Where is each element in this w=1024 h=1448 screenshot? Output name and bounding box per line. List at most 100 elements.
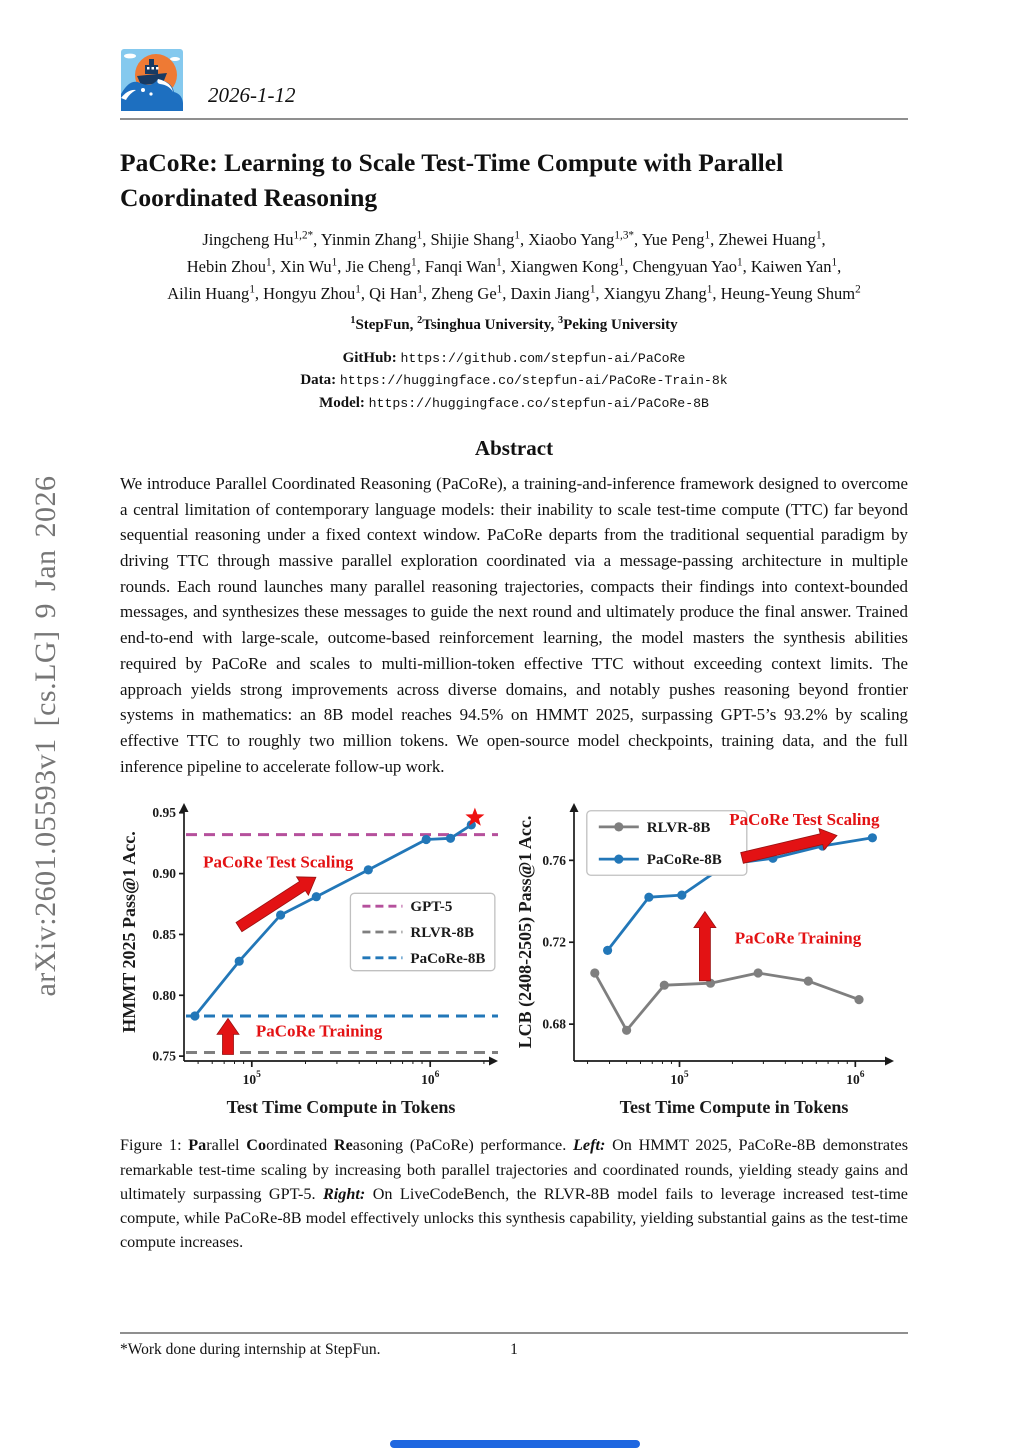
abstract-heading: Abstract — [474, 436, 554, 460]
author-name: Heung-Yeung Shum — [720, 283, 856, 303]
annotation-text: PaCoRe Test Scaling — [203, 853, 354, 872]
author-list: Jingcheng Hu1,2*, Yinmin Zhang1, Shijie … — [120, 227, 908, 307]
stepfun-ship-wave-logo — [121, 49, 183, 111]
caption-segment: Figure 1: — [120, 1136, 189, 1155]
svg-text:0.76: 0.76 — [542, 853, 566, 868]
series-pacore-8b-test-scaling — [190, 820, 476, 1021]
link-label: Data: — [300, 372, 340, 388]
svg-text:0.72: 0.72 — [542, 935, 566, 950]
series-rlvr-8b — [590, 968, 864, 1036]
author-affiliation-sup: 1 — [618, 256, 625, 269]
caption-segment: Re — [333, 1136, 353, 1155]
link-label: Model: — [319, 394, 369, 411]
arxiv-watermark: arXiv:2601.05593v1 [cs.LG] 9 Jan 2026 — [29, 475, 62, 997]
author-affiliation-sup: 1 — [266, 256, 272, 269]
svg-text:0.90: 0.90 — [152, 866, 176, 881]
author-name: Jingcheng Hu — [202, 230, 294, 250]
svg-text:RLVR-8B: RLVR-8B — [410, 925, 474, 941]
figure-1: 0.75 0.80 0.85 0.90 0.95 105 106 Test Time Comp… — [120, 791, 908, 1123]
author-line: Ailin Huang1, Hongyu Zhou1, Qi Han1, Zhe… — [167, 283, 861, 303]
caption-segment: Pa — [188, 1136, 207, 1155]
svg-text:105: 105 — [670, 1070, 689, 1087]
author-affiliation-sup: 1 — [815, 229, 822, 242]
author-affiliation-sup: 1 — [417, 283, 423, 296]
svg-text:PaCoRe-8B: PaCoRe-8B — [647, 852, 722, 868]
author-name: Daxin Jiang — [510, 283, 590, 303]
author-affiliation-sup: 1 — [496, 283, 503, 296]
affiliation-name: Peking University — [563, 316, 678, 333]
annotation-text: PaCoRe Test Scaling — [729, 810, 880, 829]
footer-divider — [120, 1332, 908, 1334]
author-affiliation-sup: 1 — [706, 283, 713, 296]
header-divider — [120, 118, 908, 120]
annotation-arrow — [740, 828, 838, 865]
y-axis-label: HMMT 2025 Pass@1 Acc. — [120, 832, 139, 1033]
caption-segment: rallel — [206, 1136, 247, 1155]
svg-text:0.95: 0.95 — [152, 805, 176, 820]
affiliation-sup: 3 — [557, 314, 564, 326]
author-name: Shijie Shang — [430, 230, 515, 250]
caption-segment: Right: — [322, 1184, 366, 1203]
author-name: Hebin Zhou — [186, 257, 267, 277]
x-axis-label: Test Time Compute in Tokens — [620, 1097, 849, 1117]
svg-text:RLVR-8B: RLVR-8B — [647, 820, 711, 836]
affiliation-sup: 2 — [417, 314, 423, 326]
author-name: Qi Han — [369, 283, 418, 303]
x-axis-label: Test Time Compute in Tokens — [227, 1097, 456, 1117]
chart-hmmt-2025: 0.75 0.80 0.85 0.90 0.95 105 106 Test Time Comp… — [120, 803, 498, 1117]
svg-text:106: 106 — [846, 1070, 865, 1087]
author-name: Xiangwen Kong — [510, 257, 619, 277]
caption-segment: ordinated — [266, 1136, 334, 1155]
svg-text:0.80: 0.80 — [152, 988, 176, 1003]
svg-text:105: 105 — [243, 1070, 262, 1087]
author-line: Hebin Zhou1, Xin Wu1, Jie Cheng1, Fanqi … — [186, 256, 842, 277]
abstract-text: We introduce Parallel Coordinated Reason… — [120, 474, 908, 776]
annotation-arrow — [216, 1017, 240, 1056]
caption-segment: Left: — [573, 1136, 606, 1155]
author-name: Zhewei Huang — [718, 230, 816, 250]
author-affiliation-sup: 1 — [736, 256, 743, 269]
chart-livecodebench: 0.68 0.72 0.76 105 106 Test Time Compute in T… — [516, 803, 894, 1117]
bottom-ui-bar — [390, 1440, 640, 1448]
author-affiliation-sup: 1 — [331, 256, 338, 269]
caption-segment: asoning (PaCoRe) performance. — [352, 1136, 573, 1155]
annotation-text: PaCoRe Training — [735, 929, 862, 948]
svg-text:0.85: 0.85 — [152, 927, 176, 942]
svg-text:0.68: 0.68 — [542, 1017, 566, 1032]
annotation-text: PaCoRe Training — [256, 1022, 383, 1041]
author-name: Fanqi Wan — [424, 257, 497, 277]
figure-caption: Figure 1: Parallel Coordinated Reasoning… — [120, 1133, 908, 1254]
author-affiliation-sup: 1 — [704, 229, 711, 242]
resource-link-row: Model: https://huggingface.co/stepfun-ai… — [120, 392, 908, 415]
link-url[interactable]: https://huggingface.co/stepfun-ai/PaCoRe… — [339, 373, 728, 388]
author-name: Xiaobo Yang — [528, 230, 615, 250]
link-url[interactable]: https://huggingface.co/stepfun-ai/PaCoRe… — [368, 395, 709, 411]
page-footer: *Work done during internship at StepFun.… — [120, 1326, 908, 1359]
paper-title: PaCoRe: Learning to Scale Test-Time Comp… — [120, 148, 784, 212]
author-affiliation-sup: 1,2* — [293, 229, 314, 242]
page-number: 1 — [510, 1341, 518, 1358]
affiliation-name: Tsinghua University, — [422, 316, 558, 333]
author-affiliation-sup: 1 — [355, 283, 361, 296]
author-name: Kaiwen Yan — [750, 257, 832, 277]
resource-link-row: Data: https://huggingface.co/stepfun-ai/… — [120, 369, 908, 392]
author-affiliation-sup: 1 — [514, 229, 520, 242]
author-name: Yue Peng — [641, 230, 705, 250]
footnote: *Work done during internship at StepFun. — [120, 1341, 381, 1358]
author-name: Xin Wu — [279, 257, 332, 277]
wave — [121, 79, 183, 111]
author-name: Hongyu Zhou — [263, 283, 356, 303]
author-affiliation-sup: 1 — [411, 256, 417, 269]
resource-links: GitHub: https://github.com/stepfun-ai/Pa… — [120, 347, 908, 415]
author-name: Xiangyu Zhang — [603, 283, 707, 303]
svg-text:0.75: 0.75 — [152, 1049, 176, 1064]
link-label: GitHub: — [342, 349, 401, 366]
paper-page: 2026-1-12 PaCoRe: Learning to Scale Test… — [120, 0, 908, 1255]
caption-segment: On LiveCodeBench, the RLVR-8B model fail… — [120, 1184, 908, 1252]
caption-segment: On HMMT 2025, PaCoRe-8B demonstrates rem… — [120, 1136, 908, 1203]
annotation-arrow — [693, 911, 717, 982]
author-affiliation-sup: 1,3* — [614, 229, 635, 242]
link-url[interactable]: https://github.com/stepfun-ai/PaCoRe — [400, 350, 686, 366]
y-axis-label: LCB (2408-2505) Pass@1 Acc. — [516, 816, 536, 1049]
star-marker — [465, 807, 485, 826]
